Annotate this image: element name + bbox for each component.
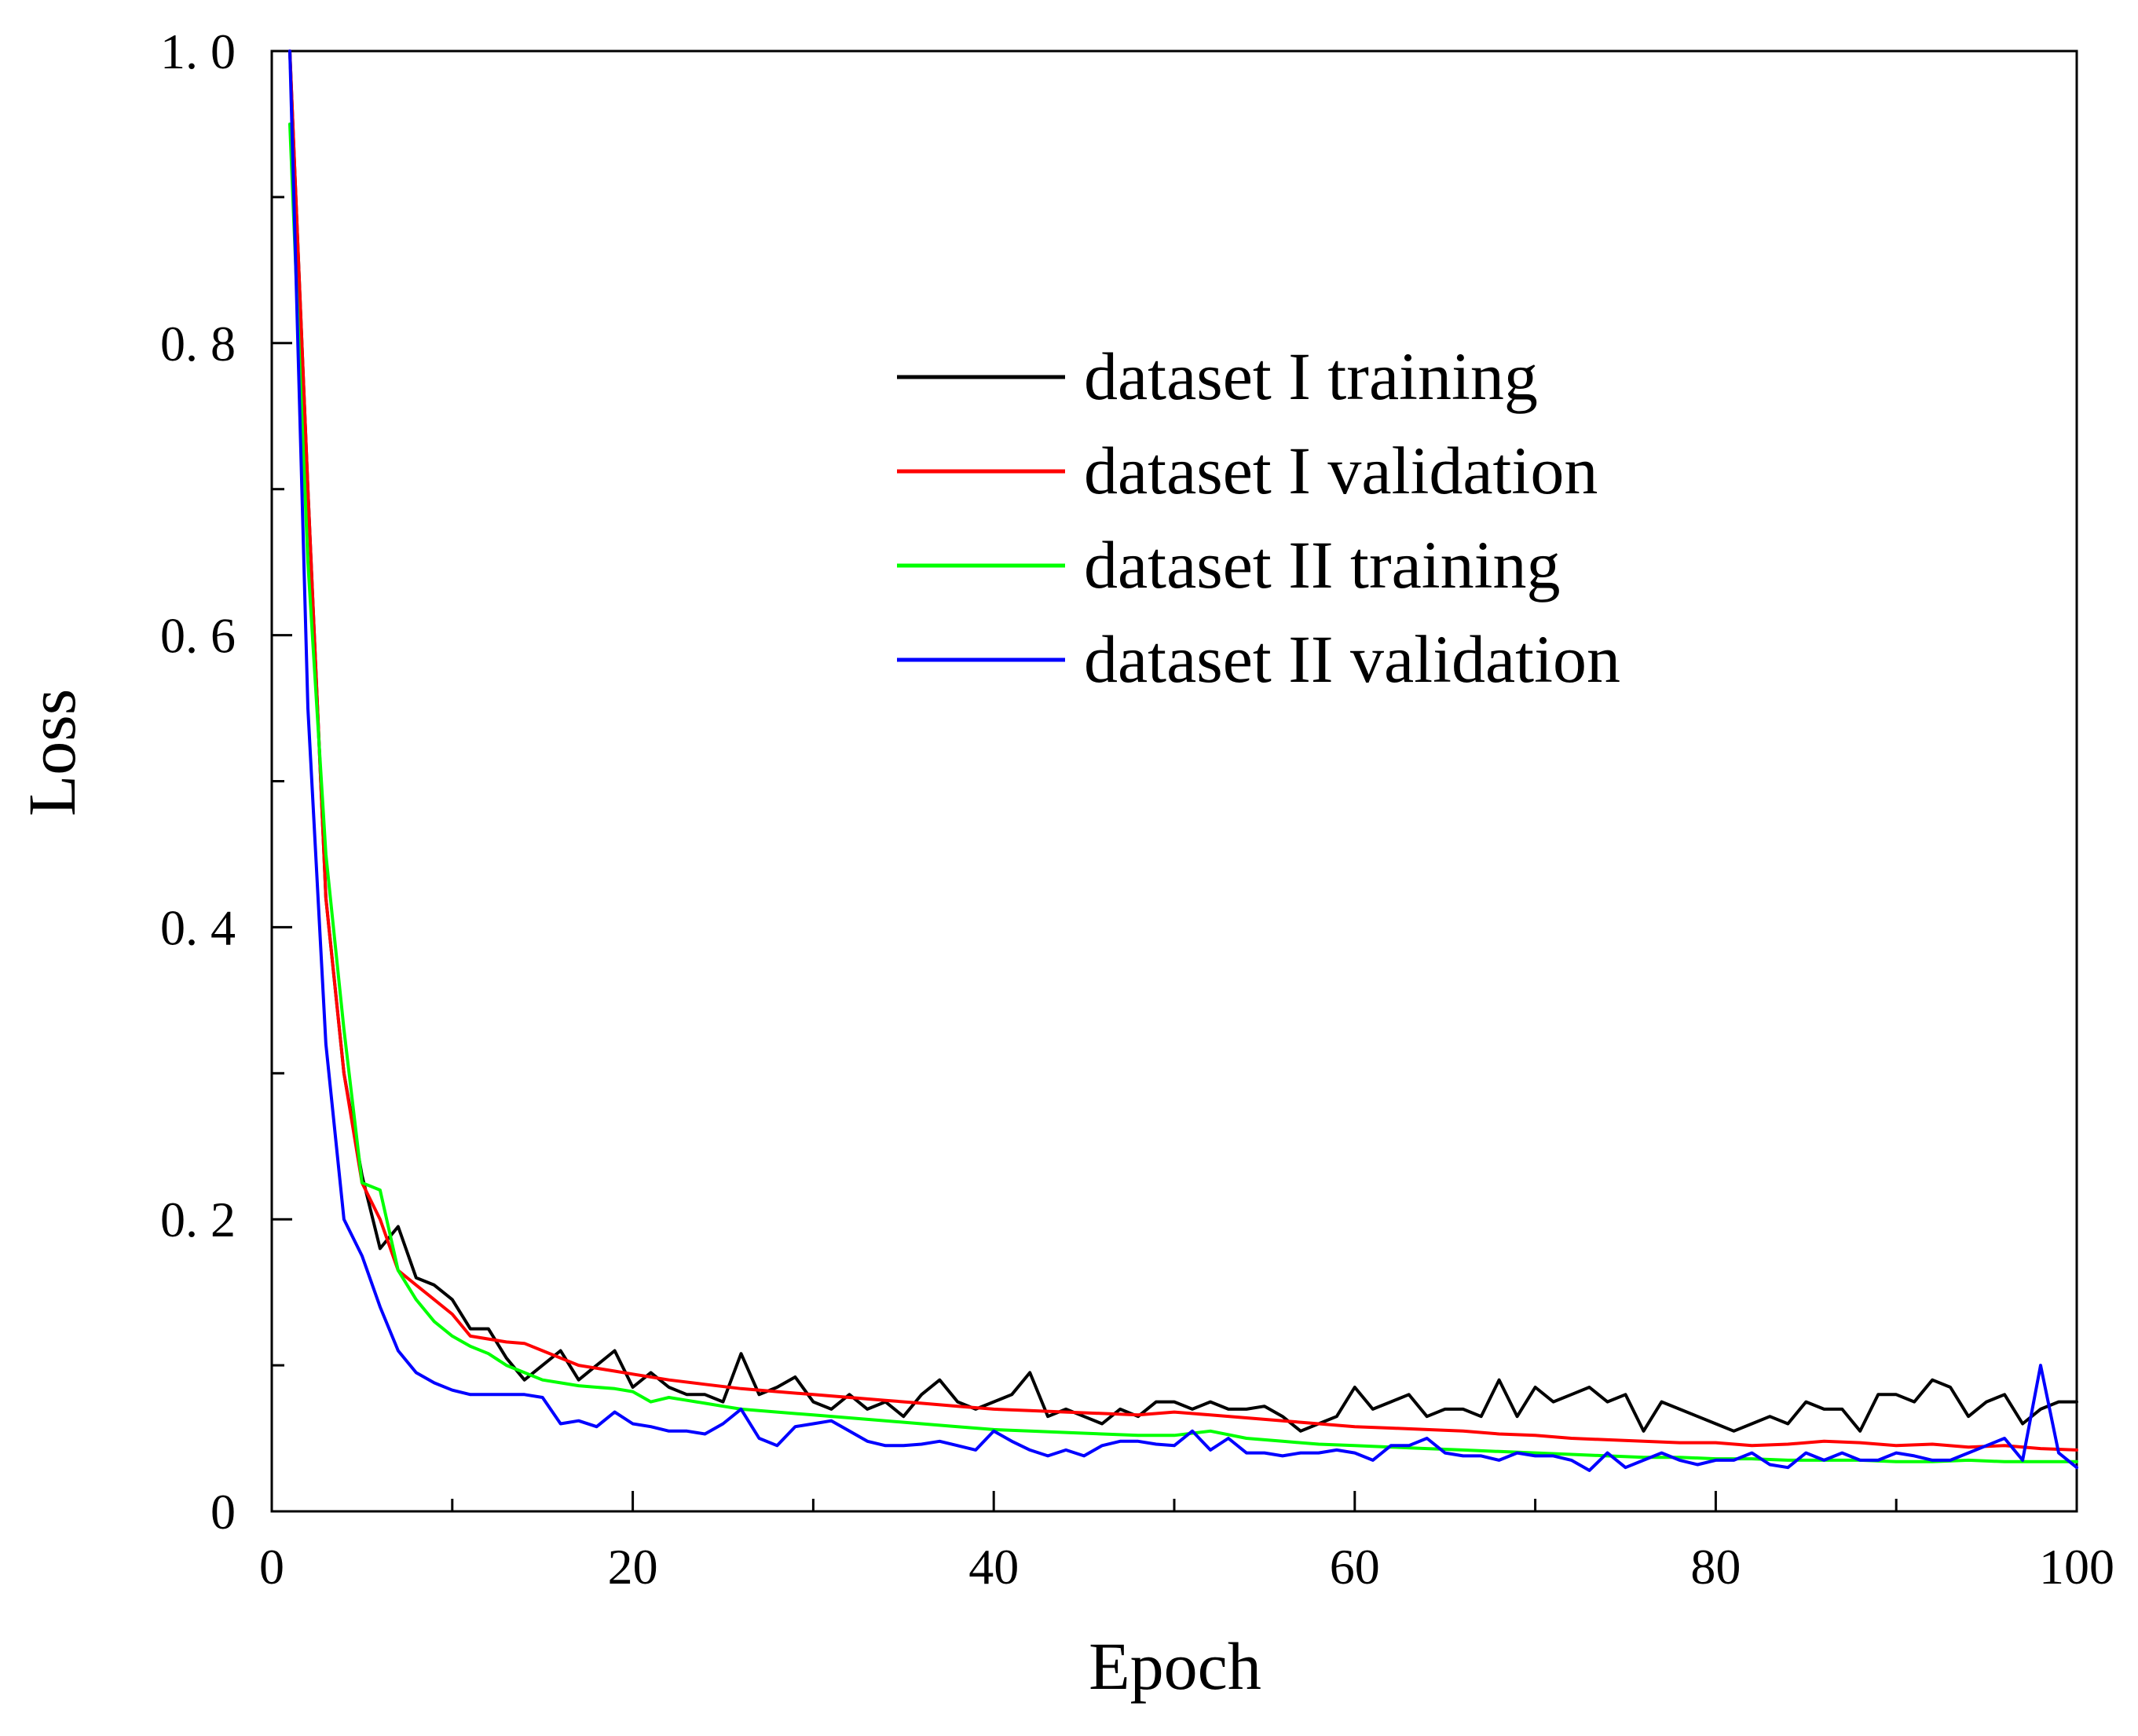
y-tick-label: 0. 2 [160, 1192, 236, 1247]
y-tick-label: 0. 6 [160, 608, 236, 664]
series-line-2 [288, 49, 2078, 1452]
x-tick-label: 80 [1690, 1539, 1741, 1595]
series-lines [288, 49, 2078, 1472]
axes [270, 49, 2078, 1513]
tick-labels: 0 20 40 60 80 100 0 0. 2 0. 4 0. 6 0. 8 1. 0 [160, 24, 2114, 1595]
series-line-1 [288, 49, 2078, 1433]
legend-label-4: dataset II validation [1084, 621, 1620, 697]
x-tick-label: 100 [2039, 1539, 2114, 1595]
legend-label-1: dataset I training [1084, 339, 1538, 414]
y-axis-title: Loss [14, 689, 90, 816]
x-tick-label: 0 [259, 1539, 284, 1595]
legend: dataset I training dataset I validation da… [897, 339, 1620, 697]
series-line-3 [288, 123, 2078, 1463]
legend-label-3: dataset II training [1084, 527, 1561, 602]
x-axis-title: Epoch [1089, 1628, 1261, 1704]
x-tick-label: 60 [1330, 1539, 1380, 1595]
y-tick-label: 0. 4 [160, 899, 236, 955]
x-tick-label: 20 [608, 1539, 658, 1595]
x-tick-label: 40 [968, 1539, 1019, 1595]
y-tick-label: 0 [211, 1484, 236, 1540]
series-line-4 [288, 49, 2078, 1472]
y-tick-label: 0. 8 [160, 316, 236, 372]
legend-label-2: dataset I validation [1084, 433, 1598, 508]
plot-frame [270, 49, 2078, 1513]
y-tick-label: 1. 0 [160, 24, 236, 79]
